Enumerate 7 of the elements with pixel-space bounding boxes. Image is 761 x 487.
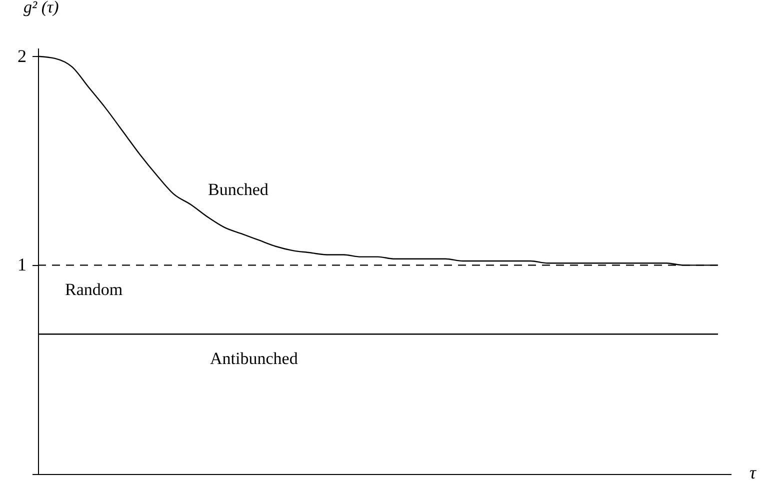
- y-axis-title: g² (τ): [24, 0, 60, 16]
- ref-line-label: Antibunched: [210, 349, 298, 368]
- ref-line-label: Random: [65, 280, 123, 300]
- y-tick-label: 1: [18, 254, 26, 275]
- y-tick-label: 2: [18, 46, 26, 66]
- x-axis-title: τ: [750, 462, 756, 482]
- annotation: Bunched: [208, 180, 269, 199]
